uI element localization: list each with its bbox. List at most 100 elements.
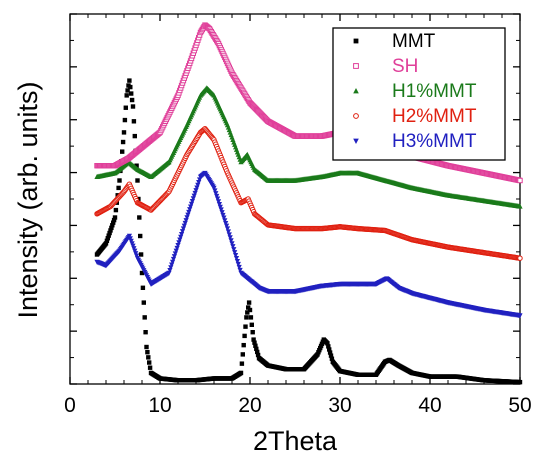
- data-point: [517, 379, 523, 385]
- series-MMT: [94, 78, 523, 385]
- legend-label: SH: [392, 56, 418, 77]
- data-point: [329, 356, 335, 361]
- data-point: [105, 236, 110, 241]
- data-point: [139, 270, 145, 276]
- x-tick-label: 30: [328, 394, 351, 417]
- data-point: [517, 255, 523, 261]
- data-point: [327, 347, 332, 352]
- data-point: [247, 307, 253, 313]
- axis-ticks: [69, 13, 521, 385]
- data-point: [138, 252, 144, 257]
- x-tick-label: 20: [238, 394, 261, 417]
- data-point: [108, 228, 113, 233]
- data-point: [248, 315, 254, 320]
- data-point: [252, 340, 257, 345]
- data-point: [214, 193, 220, 199]
- data-point: [147, 360, 152, 365]
- data-point: [217, 204, 223, 210]
- data-point: [120, 149, 125, 154]
- data-point: [122, 117, 128, 123]
- data-point: [127, 78, 132, 83]
- data-point: [112, 215, 118, 220]
- x-tick-label: 0: [64, 394, 76, 417]
- data-point: [145, 349, 150, 355]
- data-point: [212, 188, 218, 194]
- data-point: [129, 97, 135, 103]
- data-point: [117, 178, 122, 183]
- data-point: [103, 241, 109, 246]
- data-point: [215, 199, 222, 205]
- data-point: [328, 353, 334, 358]
- data-point: [517, 203, 523, 209]
- data-point: [243, 324, 248, 329]
- data-point: [143, 330, 148, 335]
- data-point: [116, 185, 121, 191]
- data-point: [240, 352, 245, 357]
- data-point: [233, 256, 240, 261]
- legend-marker: [353, 113, 359, 119]
- data-point: [211, 185, 217, 191]
- data-point: [142, 315, 147, 320]
- data-point: [218, 207, 224, 213]
- data-point: [225, 229, 231, 235]
- data-point: [228, 238, 234, 244]
- data-point: [250, 330, 255, 335]
- legend-label: H2%MMT: [392, 106, 477, 127]
- data-point: [235, 261, 241, 267]
- data-point: [144, 344, 149, 350]
- data-point: [237, 267, 243, 273]
- data-point: [216, 201, 222, 207]
- data-point: [135, 178, 140, 183]
- series-H1%MMT: [94, 85, 523, 209]
- data-point: [254, 346, 259, 352]
- data-point: [236, 264, 242, 270]
- data-point: [229, 241, 235, 247]
- data-point: [326, 344, 331, 349]
- data-point: [231, 247, 237, 253]
- data-point: [219, 210, 225, 216]
- x-tick-label: 50: [508, 394, 531, 417]
- series-H2%MMT: [94, 126, 523, 261]
- data-point: [242, 333, 247, 339]
- data-point: [128, 84, 133, 90]
- data-point: [249, 322, 254, 327]
- data-point: [517, 313, 523, 319]
- data-point: [111, 217, 117, 223]
- legend-box: [332, 27, 506, 161]
- data-point: [224, 223, 230, 229]
- data-point: [111, 220, 116, 225]
- data-point: [244, 315, 249, 320]
- data-point: [110, 223, 115, 228]
- x-tick-label: 10: [148, 394, 171, 417]
- data-point: [137, 215, 142, 220]
- data-point: [255, 352, 261, 358]
- data-point: [226, 232, 232, 238]
- data-point: [130, 104, 136, 109]
- legend-marker: [353, 138, 359, 144]
- x-tick-label: 40: [418, 394, 441, 417]
- legend: MMT SH H1%MMT H2%MMT H3%MMT: [332, 27, 506, 161]
- data-point: [234, 258, 240, 264]
- legend-label: H3%MMT: [392, 131, 477, 152]
- legend-label: H1%MMT: [392, 81, 477, 102]
- data-point: [246, 305, 251, 310]
- data-point: [129, 91, 134, 96]
- data-point: [138, 233, 143, 239]
- data-point: [224, 226, 231, 232]
- data-point: [222, 218, 228, 224]
- x-axis-label: 2Theta: [253, 426, 338, 456]
- data-point: [109, 225, 114, 231]
- data-point: [107, 230, 112, 236]
- data-point: [213, 191, 219, 197]
- data-point: [123, 105, 128, 110]
- data-point: [239, 361, 245, 366]
- x-tick-labels: 0 10 20 30 40 50: [64, 394, 532, 417]
- data-point: [223, 220, 229, 226]
- data-point: [121, 130, 127, 135]
- data-point: [327, 350, 333, 355]
- data-point: [146, 355, 151, 360]
- data-point: [131, 119, 137, 124]
- data-point: [230, 244, 236, 250]
- data-point: [325, 341, 330, 346]
